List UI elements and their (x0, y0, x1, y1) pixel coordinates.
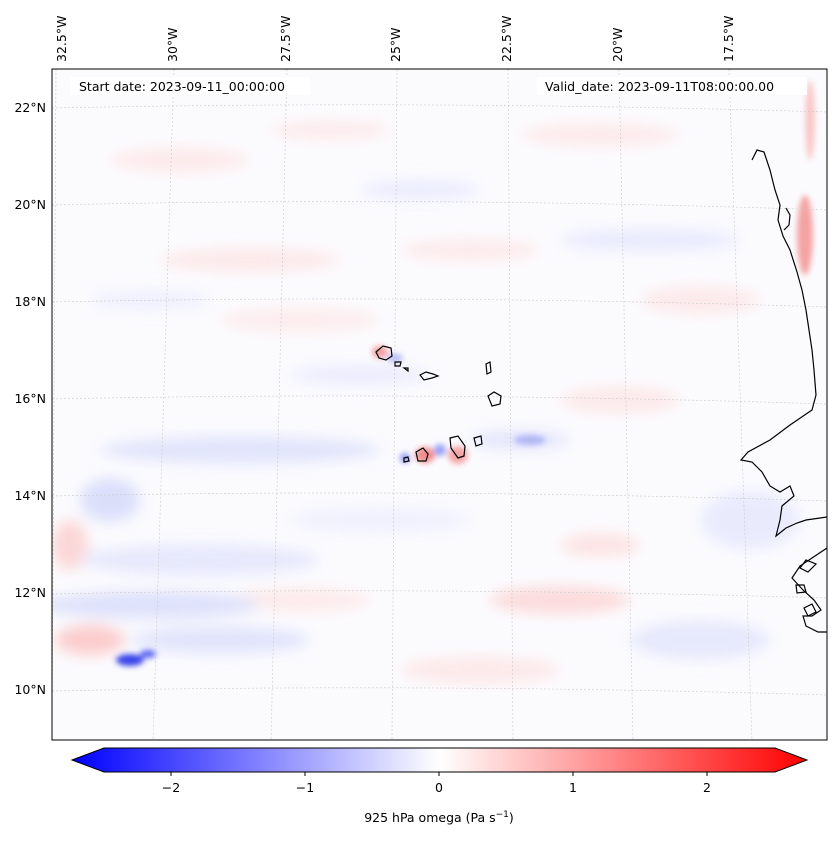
omega-positive-area (230, 588, 370, 612)
omega-negative-area (52, 591, 260, 619)
island-santa-luzia (402, 367, 409, 373)
omega-island-min (434, 444, 446, 456)
colorbar-label: 925 hPa omega (Pa s−1) (364, 810, 514, 825)
omega-strong-features (116, 80, 815, 666)
lon-label: 27.5°W (278, 16, 293, 62)
omega-positive-area (640, 286, 760, 314)
omega-negative-area (360, 180, 480, 200)
start-date-box (70, 77, 310, 95)
omega-island-max (372, 346, 388, 358)
lon-label: 20°W (610, 27, 625, 62)
lat-label: 14°N (14, 488, 46, 503)
colorbar-tick-label: 1 (569, 780, 577, 795)
omega-positive-area (560, 533, 640, 557)
lon-label: 25°W (388, 27, 403, 62)
omega-band-min (514, 435, 546, 445)
omega-negative-area (90, 290, 210, 310)
omega-positive-area (220, 308, 380, 332)
lat-label: 18°N (14, 294, 46, 309)
omega-negative-area (290, 365, 430, 385)
lat-label: 20°N (14, 197, 46, 212)
omega-negative-area (290, 508, 470, 532)
omega-negative-area (130, 626, 310, 654)
colorbar-bar (70, 747, 809, 773)
lon-label: 30°W (165, 27, 180, 62)
lat-label: 22°N (14, 100, 46, 115)
colorbar-tick-label: 0 (435, 780, 443, 795)
omega-negative-area (560, 228, 740, 252)
omega-min-spot (116, 654, 144, 666)
map-panel: Start date: 2023-09-11_00:00:00 Valid_da… (52, 69, 827, 740)
colorbar-tick-label: 2 (703, 780, 711, 795)
omega-negative-area (630, 620, 770, 660)
omega-positive-area (110, 148, 250, 172)
colorbar: −2 −1 0 1 2 925 hPa omega (Pa s−1) (70, 747, 809, 825)
island-maio (473, 435, 483, 447)
island-boa-vista (487, 391, 502, 407)
lat-label: 12°N (14, 585, 46, 600)
lat-label: 16°N (14, 391, 46, 406)
omega-min-spot (140, 650, 156, 658)
omega-positive-area (400, 239, 540, 261)
west-africa-coastline (739, 149, 827, 538)
omega-negative-area (80, 544, 320, 576)
island-brava (403, 456, 410, 463)
island-santiago (449, 435, 466, 459)
colorbar-label-exponent: −1 (496, 810, 509, 820)
coastlines (739, 149, 827, 633)
longitude-labels: 32.5°W 30°W 27.5°W 25°W 22.5°W 20°W 17.5… (54, 16, 736, 62)
colorbar-label-close: ) (509, 810, 514, 825)
omega-positive-area (270, 120, 390, 140)
omega-positive-area (560, 386, 680, 414)
colorbar-tick-label: −2 (162, 780, 180, 795)
island-santo-antao (375, 345, 393, 361)
colorbar-label-text: 925 hPa omega (Pa s (364, 810, 495, 825)
island-fogo (415, 447, 429, 462)
lon-label: 17.5°W (721, 16, 736, 62)
omega-positive-area (490, 586, 630, 614)
valid-date-label: Valid_date: 2023-09-11T08:00:00.00 (545, 79, 774, 94)
cape-verde-islands (375, 345, 502, 463)
omega-positive-area (52, 520, 88, 570)
map-frame (51, 68, 828, 741)
island-sal (485, 361, 492, 375)
omega-positive-area (160, 248, 340, 272)
omega-negative-area (80, 478, 140, 522)
omega-coastal-max (805, 80, 815, 160)
island-sao-vicente (394, 361, 402, 367)
omega-field (52, 120, 800, 684)
omega-island-max (415, 447, 435, 463)
omega-positive-area (400, 656, 560, 684)
lon-label: 32.5°W (54, 16, 69, 62)
omega-coastal-max (797, 195, 813, 275)
omega-negative-area (100, 436, 380, 464)
latitude-labels: 22°N 20°N 18°N 16°N 14°N 12°N 10°N (14, 100, 46, 697)
omega-positive-area (55, 625, 125, 655)
start-date-label: Start date: 2023-09-11_00:00:00 (79, 79, 285, 94)
lat-label: 10°N (14, 682, 46, 697)
colorbar-tick-label: −1 (296, 780, 314, 795)
lon-label: 22.5°W (499, 16, 514, 62)
valid-date-box (537, 77, 807, 95)
graticule (52, 69, 827, 740)
island-sao-nicolau (419, 371, 440, 381)
omega-negative-area (700, 490, 800, 550)
omega-positive-area (520, 123, 680, 147)
